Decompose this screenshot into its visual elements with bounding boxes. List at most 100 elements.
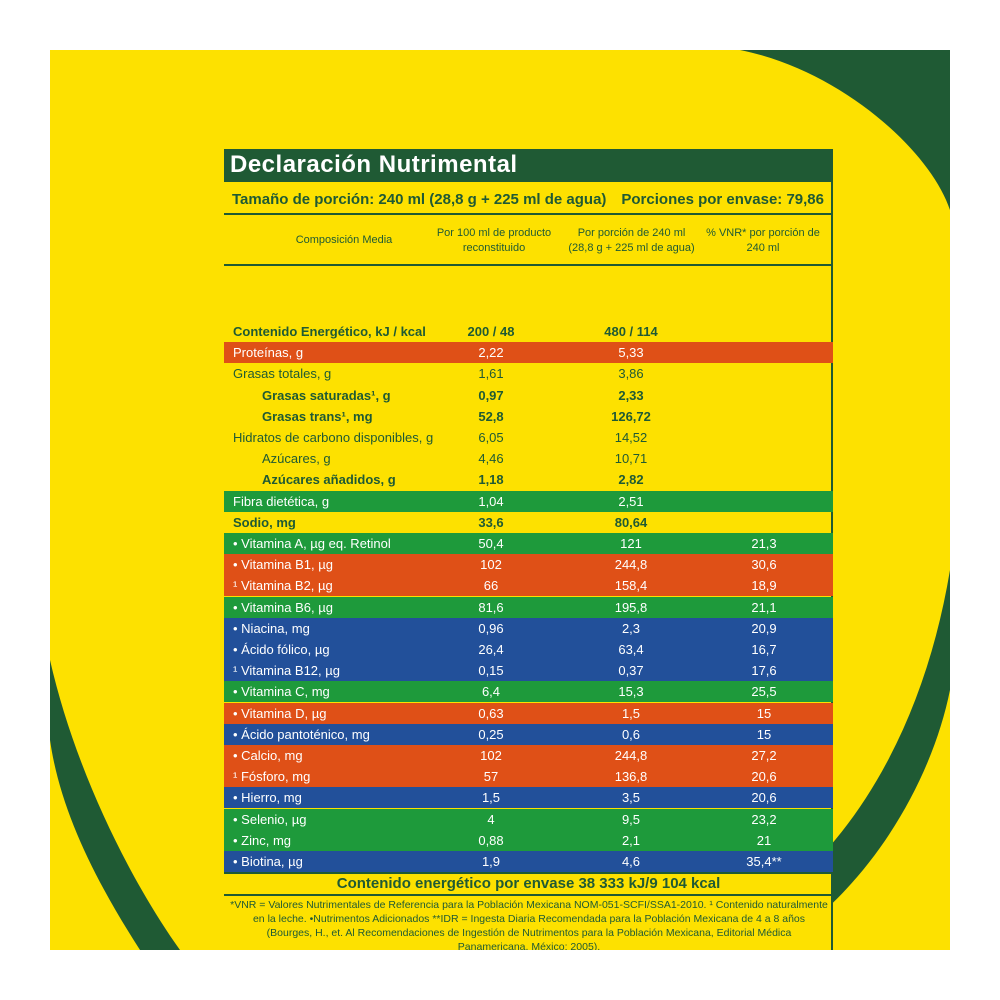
nutrient-value-v1: 6,4 — [481, 684, 501, 700]
nutrient-name: • Vitamina B6, µg — [233, 599, 333, 615]
nutrient-value-v3: 20,6 — [751, 769, 777, 785]
nutrient-name: ¹ Vitamina B12, µg — [233, 663, 340, 679]
col-header-per-serving: Por porción de 240 ml (28,8 g + 225 ml d… — [568, 227, 695, 254]
nutrient-row: Grasas totales, g 1,61 3,86 — [224, 363, 833, 384]
nutrient-value-v3: 23,2 — [751, 811, 777, 827]
nutrient-row: • Vitamina B1, µg 102 244,8 30,6 — [224, 554, 833, 576]
nutrient-name: • Ácido fólico, µg — [233, 642, 330, 657]
nutrient-value-v3: 20,9 — [751, 620, 777, 636]
swoosh-bottom-left — [50, 660, 180, 950]
nutrient-value-v1: 4,46 — [478, 451, 504, 467]
nutrient-value-v2: 2,33 — [618, 387, 644, 403]
nutrient-value-v2: 2,3 — [621, 620, 641, 636]
nutrient-name: • Calcio, mg — [233, 748, 303, 763]
nutrient-value-v1: 57 — [483, 769, 499, 785]
nutrient-value-v2: 10,71 — [614, 451, 648, 467]
nutrient-value-v1: 1,61 — [478, 366, 504, 382]
nutrition-label: Declaración Nutrimental Tamaño de porció… — [224, 149, 833, 950]
nutrient-value-v3: 21,1 — [751, 599, 777, 615]
nutrient-value-v2: 1,5 — [621, 705, 641, 721]
nutrient-value-v3: 16,7 — [751, 642, 777, 657]
nutrient-row: • Vitamina D, µg 0,63 1,5 15 — [224, 702, 833, 724]
label-title: Declaración Nutrimental — [230, 151, 518, 178]
nutrient-value-v1: 0,15 — [478, 663, 504, 679]
nutrient-value-v3: 35,4** — [746, 854, 782, 869]
nutrient-value-v2: 9,5 — [621, 811, 641, 827]
col-header-per-100ml: Por 100 ml de producto reconstituido — [436, 227, 552, 254]
nutrient-value-v2: 63,4 — [618, 642, 644, 657]
swoosh-top-right — [740, 50, 950, 210]
divider — [224, 872, 833, 874]
nutrient-row: Azúcares, g 4,46 10,71 — [224, 448, 833, 469]
nutrient-value-v1: 1,5 — [481, 790, 501, 806]
nutrient-row: Contenido Energético, kJ / kcal 200 / 48 4… — [224, 321, 833, 342]
nutrient-value-v1: 200 / 48 — [467, 324, 515, 339]
nutrient-value-v1: 0,63 — [478, 705, 504, 721]
nutrient-value-v1: 26,4 — [478, 642, 504, 657]
nutrient-name: Fibra dietética, g — [233, 493, 330, 509]
nutrient-value-v2: 3,5 — [621, 790, 641, 806]
nutrient-row: Grasas saturadas¹, g 0,97 2,33 — [224, 385, 833, 406]
nutrient-value-v2: 136,8 — [614, 769, 648, 785]
nutrient-row: • Vitamina B6, µg 81,6 195,8 21,1 — [224, 596, 833, 618]
nutrient-value-v2: 5,33 — [618, 345, 644, 361]
nutrient-value-v2: 2,1 — [621, 832, 641, 848]
nutrient-row: ¹ Vitamina B12, µg 0,15 0,37 17,6 — [224, 660, 833, 682]
col-header-vnr: % VNR* por porción de 240 ml — [706, 227, 820, 254]
nutrient-row: Proteínas, g 2,22 5,33 — [224, 342, 833, 364]
nutrient-value-v2: 14,52 — [614, 430, 648, 445]
divider — [224, 264, 833, 266]
nutrient-value-v1: 6,05 — [478, 430, 504, 445]
nutrient-name: Azúcares añadidos, g — [262, 472, 396, 488]
nutrient-value-v3: 15 — [756, 705, 772, 721]
nutrient-value-v1: 102 — [480, 557, 502, 573]
nutrient-value-v2: 80,64 — [614, 514, 648, 530]
nutrient-value-v3: 21 — [756, 832, 772, 848]
nutrient-value-v1: 1,9 — [481, 854, 501, 869]
divider — [224, 894, 833, 896]
nutrient-row: • Vitamina C, mg 6,4 15,3 25,5 — [224, 681, 833, 703]
nutrient-value-v2: 158,4 — [614, 578, 648, 594]
nutrient-row: Fibra dietética, g 1,04 2,51 — [224, 490, 833, 512]
nutrient-row: • Vitamina A, µg eq. Retinol 50,4 121 21,3 — [224, 533, 833, 554]
nutrient-value-v2: 4,6 — [621, 854, 641, 869]
nutrient-value-v1: 50,4 — [478, 536, 504, 551]
nutrient-value-v2: 126,72 — [611, 408, 651, 424]
nutrient-value-v1: 0,97 — [478, 387, 504, 403]
nutrient-name: ¹ Vitamina B2, µg — [233, 578, 333, 594]
col-header-composition: Composición Media — [295, 234, 393, 246]
divider — [224, 213, 833, 215]
total-energy: Contenido energético por envase 38 333 k… — [336, 875, 721, 892]
nutrient-value-v2: 3,86 — [618, 366, 644, 382]
nutrient-row: • Calcio, mg 102 244,8 27,2 — [224, 745, 833, 766]
nutrient-row: ¹ Fósforo, mg 57 136,8 20,6 — [224, 766, 833, 788]
nutrient-name: Azúcares, g — [262, 451, 331, 467]
nutrient-value-v1: 1,18 — [478, 472, 504, 488]
nutrient-value-v2: 2,82 — [618, 472, 644, 488]
nutrient-row: ¹ Vitamina B2, µg 66 158,4 18,9 — [224, 575, 833, 597]
nutrient-name: • Vitamina D, µg — [233, 705, 327, 721]
nutrient-value-v1: 66 — [483, 578, 499, 594]
nutrient-value-v1: 4 — [487, 811, 495, 827]
nutrient-value-v1: 52,8 — [478, 408, 504, 424]
nutrient-value-v3: 25,5 — [751, 684, 777, 700]
nutrient-value-v3: 15 — [756, 726, 772, 742]
nutrient-row: • Biotina, µg 1,9 4,6 35,4** — [224, 851, 833, 872]
nutrient-row: Azúcares añadidos, g 1,18 2,82 — [224, 469, 833, 490]
nutrient-value-v3: 17,6 — [751, 663, 777, 679]
nutrient-name: ¹ Fósforo, mg — [233, 769, 311, 785]
nutrient-name: Grasas totales, g — [233, 366, 332, 382]
nutrient-value-v2: 2,51 — [618, 493, 644, 509]
nutrient-value-v3: 27,2 — [751, 748, 777, 763]
nutrient-value-v1: 102 — [480, 748, 502, 763]
label-title-bar: Declaración Nutrimental — [224, 149, 833, 182]
nutrient-name: • Ácido pantoténico, mg — [233, 726, 370, 742]
nutrient-row: • Hierro, mg 1,5 3,5 20,6 — [224, 787, 833, 809]
nutrient-value-v2: 0,37 — [618, 663, 644, 679]
nutrient-row: • Niacina, mg 0,96 2,3 20,9 — [224, 617, 833, 639]
nutrient-row: Hidratos de carbono disponibles, g 6,05 14… — [224, 427, 833, 448]
nutrient-value-v3: 30,6 — [751, 557, 777, 573]
nutrient-value-v3: 18,9 — [751, 578, 777, 594]
nutrient-value-v2: 244,8 — [614, 557, 648, 573]
nutrient-name: • Hierro, mg — [233, 790, 302, 806]
